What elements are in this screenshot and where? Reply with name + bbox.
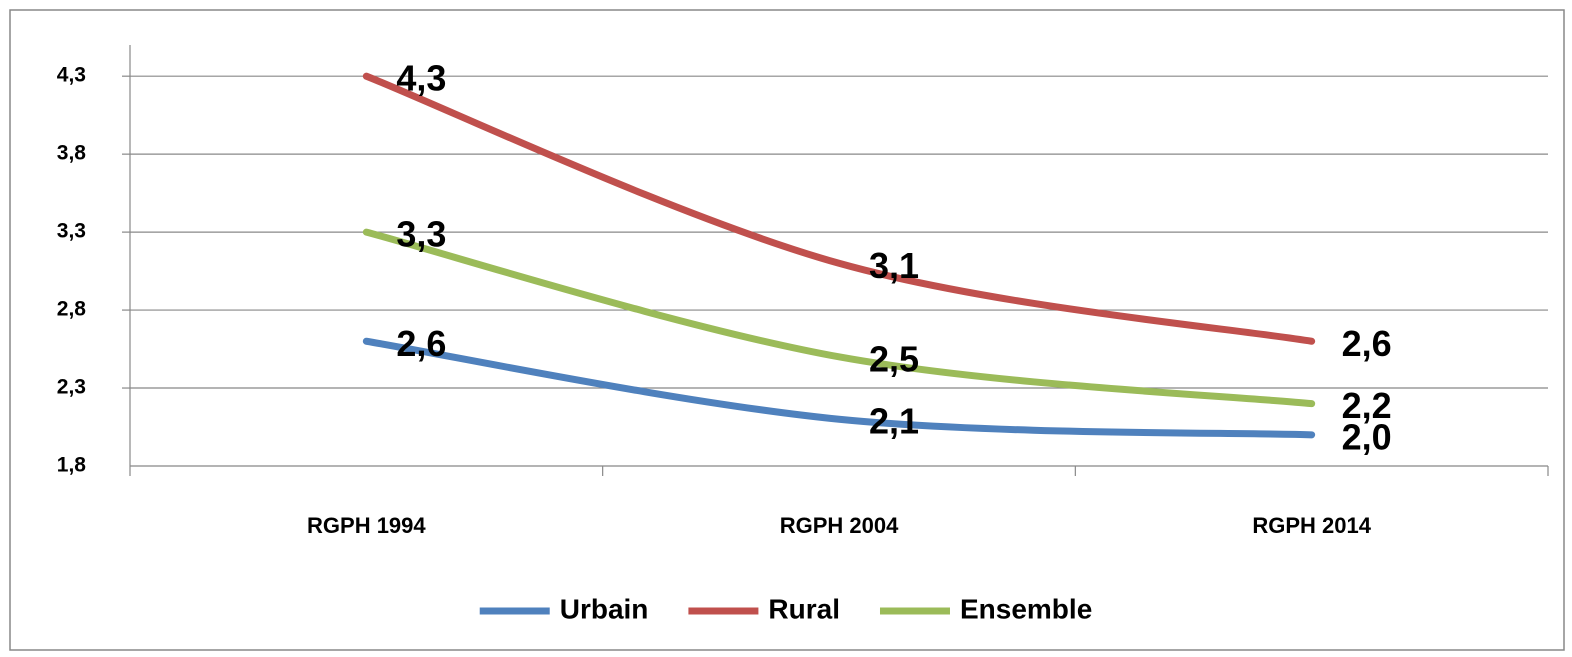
data-label: 2,0 [1342,416,1392,457]
data-label: 2,6 [1342,323,1392,364]
y-tick-label: 3,3 [57,220,86,243]
x-tick-label: RGPH 1994 [307,513,426,538]
x-tick-label: RGPH 2004 [780,513,899,538]
chart-border [9,9,1565,651]
series-line [362,228,1316,408]
y-tick-label: 1,8 [57,454,87,477]
data-label: 2,1 [869,401,919,442]
data-label: 4,3 [396,58,446,99]
data-label: 3,3 [396,214,446,255]
data-label: 2,6 [396,323,446,364]
data-label: 3,1 [869,245,919,286]
y-tick-label: 3,8 [57,142,87,165]
legend-label: Ensemble [960,593,1092,624]
y-tick-label: 2,8 [57,298,87,321]
data-label: 2,2 [1342,385,1392,426]
x-tick-label: RGPH 2014 [1252,513,1371,538]
y-tick-label: 4,3 [57,64,86,87]
series-line [362,337,1316,439]
series-line [362,72,1316,345]
data-label: 2,5 [869,338,919,379]
y-tick-label: 2,3 [57,376,86,399]
legend-label: Rural [768,593,840,624]
legend-label: Urbain [560,593,649,624]
